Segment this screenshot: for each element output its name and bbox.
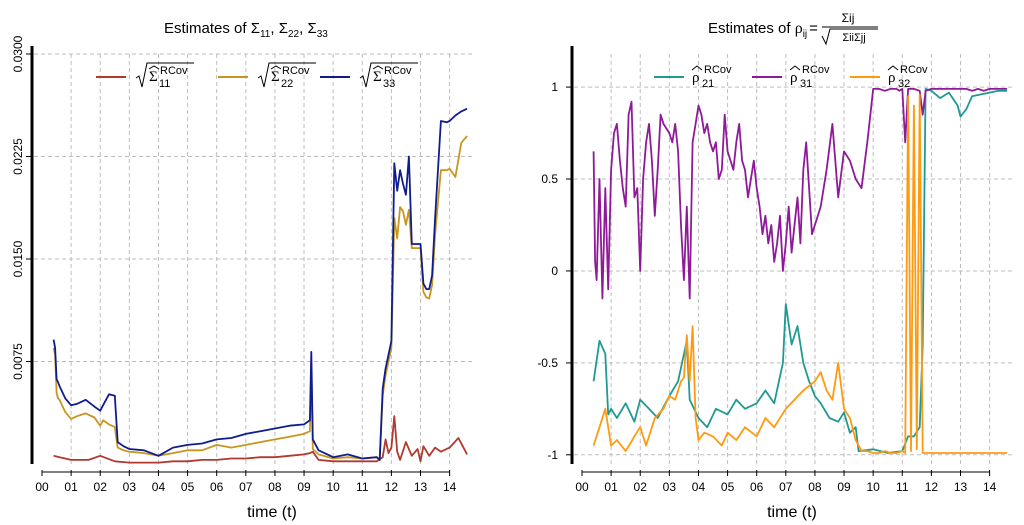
right-series-line-rho21 — [592, 88, 1008, 454]
left-y-tick-0.0300: 0.0300 — [11, 35, 25, 72]
left-x-tick-14: 14 — [443, 480, 457, 494]
left-series-line-Sigma11 — [53, 415, 468, 464]
right-legend-sub-21: 21 — [702, 78, 714, 90]
right-chart: Estimates of ρij = Σij ΣiiΣjj time (t) 00… — [537, 11, 1014, 521]
right-x-tick-14: 14 — [983, 480, 997, 494]
left-grid — [34, 53, 474, 464]
left-legend-hat-22 — [270, 65, 282, 70]
right-y-tick-0: 0 — [551, 264, 558, 278]
left-legend-hat-33 — [372, 65, 384, 70]
left-legend-label-22: Σ — [271, 69, 280, 85]
right-x-tick-04: 04 — [692, 480, 706, 494]
left-legend-sqrt-22 — [257, 62, 316, 88]
right-series-line-rho31 — [592, 88, 1008, 300]
left-x-tick-10: 10 — [326, 480, 340, 494]
right-legend-label-32: ρ — [888, 70, 896, 86]
right-legend-label-21: ρ — [692, 70, 700, 86]
left-y-tick-0.0150: 0.0150 — [11, 240, 25, 277]
left-legend-label-33: Σ — [373, 69, 382, 85]
left-x-tick-08: 08 — [268, 480, 282, 494]
right-legend-hat-32 — [887, 65, 899, 71]
right-x-tick-11: 11 — [896, 480, 909, 494]
right-legend-item-21: ρ 21 RCov — [691, 64, 732, 90]
left-x-tick-01: 01 — [64, 480, 78, 494]
right-x-tick-00: 00 — [575, 480, 589, 494]
right-series-line-rho32 — [592, 93, 1008, 454]
right-y-tick--0.5: -0.5 — [537, 356, 558, 370]
left-x-axis-label: time (t) — [247, 504, 297, 521]
left-x-tick-07: 07 — [239, 480, 253, 494]
left-x-tick-09: 09 — [297, 480, 311, 494]
left-axes: 00 01 02 03 04 05 06 07 08 09 10 11 12 13 14 0.0075 0.01… — [11, 35, 457, 494]
left-x-tick-12: 12 — [385, 480, 399, 494]
right-legend-sub-32: 32 — [898, 78, 910, 90]
right-y-tick--1: -1 — [547, 448, 558, 462]
right-y-tick-0.5: 0.5 — [541, 172, 558, 186]
left-x-tick-06: 06 — [210, 480, 224, 494]
left-legend-label-11: Σ — [149, 69, 158, 85]
left-legend-sub-11: 11 — [159, 78, 170, 90]
left-legend-sub-33: 33 — [383, 78, 395, 90]
right-legend-sup-21: RCov — [704, 64, 732, 76]
left-x-tick-13: 13 — [414, 480, 428, 494]
right-y-tick-1: 1 — [551, 80, 558, 94]
right-legend-label-31: ρ — [790, 70, 798, 86]
right-x-axis-label: time (t) — [767, 504, 817, 521]
right-legend-sup-32: RCov — [900, 64, 928, 76]
left-series-line-Sigma33 — [52, 107, 468, 461]
right-legend-sup-31: RCov — [802, 64, 830, 76]
right-x-tick-08: 08 — [808, 480, 822, 494]
right-x-tick-03: 03 — [663, 480, 677, 494]
left-legend-sup-11: RCov — [160, 65, 188, 77]
left-x-tick-11: 11 — [356, 480, 369, 494]
right-title-numerator: Σij — [842, 11, 855, 25]
right-x-tick-13: 13 — [954, 480, 968, 494]
right-x-tick-02: 02 — [634, 480, 648, 494]
right-x-tick-12: 12 — [925, 480, 939, 494]
left-legend-sub-22: 22 — [281, 78, 293, 90]
right-legend-hat-31 — [789, 65, 801, 71]
right-x-tick-01: 01 — [604, 480, 618, 494]
left-legend-sup-33: RCov — [384, 65, 412, 77]
right-x-tick-05: 05 — [721, 480, 735, 494]
left-y-tick-0.0225: 0.0225 — [11, 138, 25, 175]
right-grid — [574, 54, 1014, 464]
right-x-tick-09: 09 — [837, 480, 851, 494]
right-x-tick-10: 10 — [866, 480, 880, 494]
right-legend-sub-31: 31 — [800, 78, 812, 90]
left-legend-sup-22: RCov — [282, 65, 310, 77]
right-x-tick-07: 07 — [779, 480, 793, 494]
right-x-tick-06: 06 — [750, 480, 764, 494]
left-y-tick-0.0075: 0.0075 — [11, 343, 25, 380]
right-chart-title: Estimates of ρij = — [708, 20, 818, 40]
right-legend-hat-21 — [691, 65, 703, 71]
right-title-denominator: ΣiiΣjj — [842, 32, 865, 44]
left-x-tick-04: 04 — [152, 480, 166, 494]
right-legend-item-31: ρ 31 RCov — [789, 64, 830, 90]
left-x-tick-03: 03 — [123, 480, 137, 494]
left-x-tick-05: 05 — [181, 480, 195, 494]
right-title-sqrt-sign — [821, 28, 878, 46]
right-axes: 00 01 02 03 04 05 06 07 08 09 10 11 12 13 14 -1 -0.5 0 0.5… — [537, 46, 997, 494]
left-x-tick-02: 02 — [94, 480, 108, 494]
left-chart: Estimates of Σ11, Σ22, Σ33 time (t) 00 01… — [11, 20, 474, 521]
left-legend-sqrt-33 — [359, 62, 418, 88]
left-series-group — [52, 107, 468, 464]
left-x-tick-00: 00 — [35, 480, 49, 494]
right-legend-item-32: ρ 32 RCov — [887, 64, 928, 90]
left-legend-sqrt-11 — [135, 62, 194, 88]
left-legend-hat-11 — [148, 65, 160, 70]
right-series-group — [592, 88, 1008, 454]
left-chart-title: Estimates of Σ11, Σ22, Σ33 — [164, 20, 328, 40]
